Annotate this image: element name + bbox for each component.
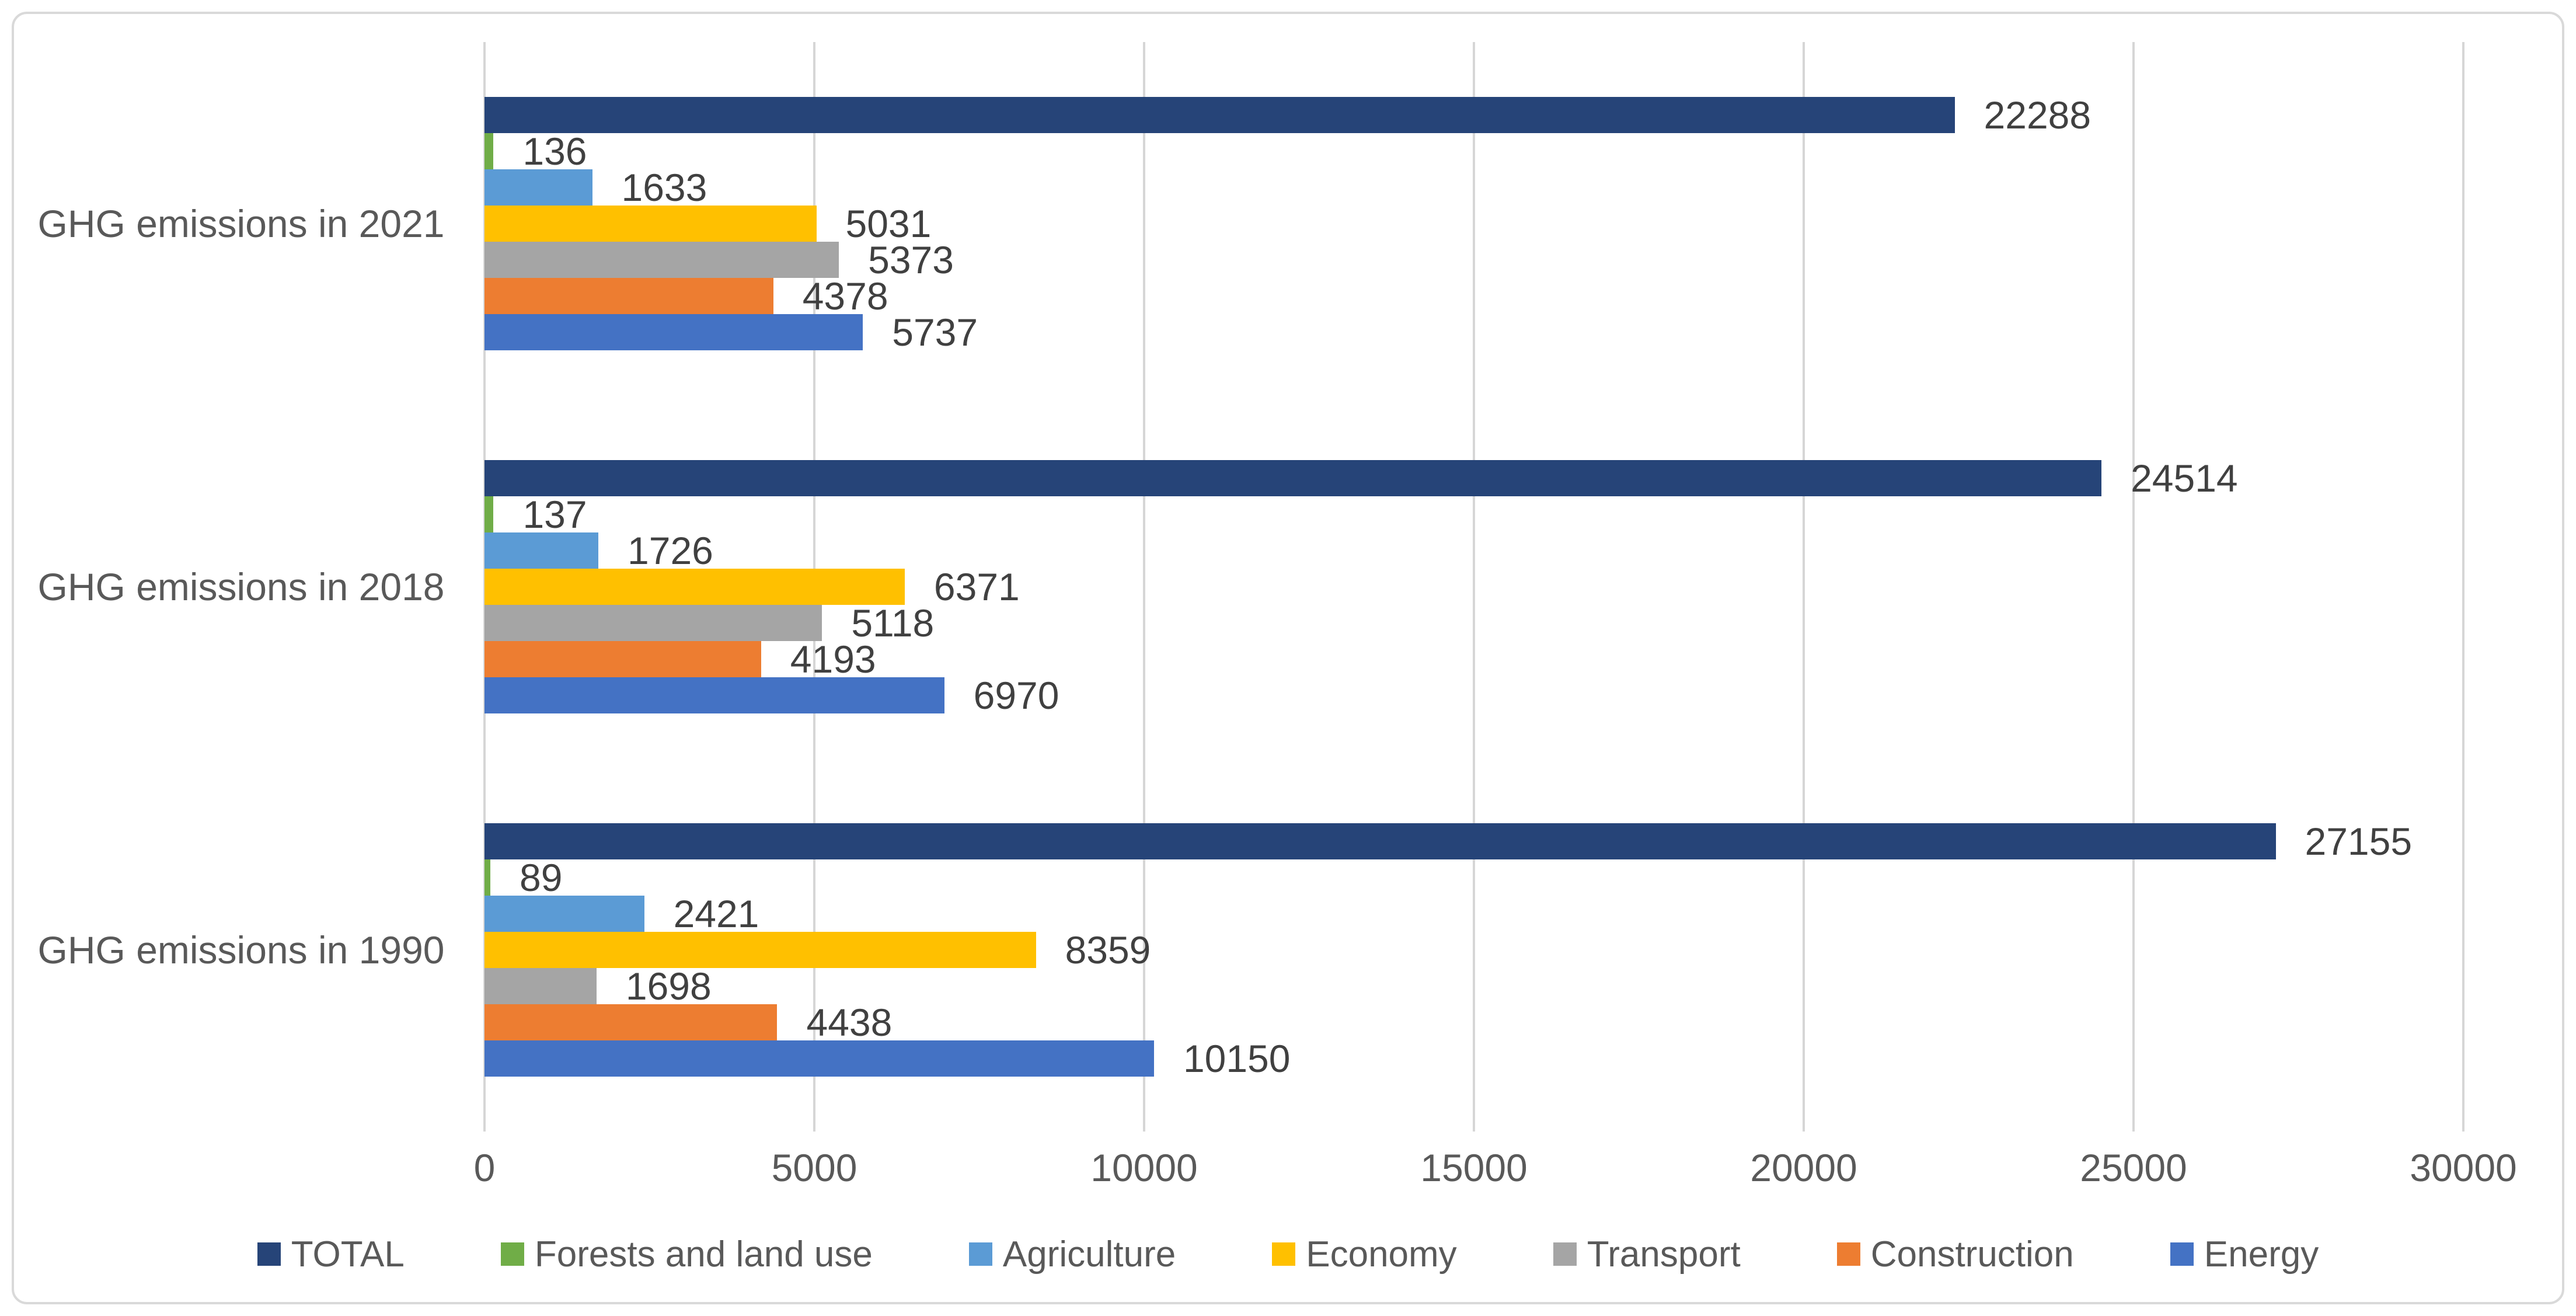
bar-agriculture-ghg-emissions-in-2018 — [484, 532, 599, 569]
bar-value-label: 137 — [522, 493, 587, 536]
bar-forests-and-land-use-ghg-emissions-in-1990 — [484, 859, 491, 896]
legend-swatch-forests-and-land-use — [500, 1242, 524, 1266]
gridline — [1143, 42, 1145, 1132]
legend-item-forests-and-land-use: Forests and land use — [500, 1234, 873, 1275]
bar-value-label: 1698 — [625, 965, 712, 1008]
bar-economy-ghg-emissions-in-2018 — [484, 569, 905, 605]
legend-item-total: TOTAL — [257, 1234, 405, 1275]
bar-value-label: 5031 — [845, 202, 932, 245]
gridline — [1803, 42, 1805, 1132]
category-label-ghg-emissions-in-2021: GHG emissions in 2021 — [37, 202, 445, 245]
legend-item-economy: Economy — [1272, 1234, 1457, 1275]
bar-value-label: 136 — [522, 130, 587, 173]
bar-construction-ghg-emissions-in-2018 — [484, 641, 761, 677]
category-label-ghg-emissions-in-1990: GHG emissions in 1990 — [37, 928, 445, 972]
bar-value-label: 10150 — [1183, 1037, 1291, 1080]
legend-swatch-transport — [1553, 1242, 1577, 1266]
legend-swatch-economy — [1272, 1242, 1296, 1266]
bar-economy-ghg-emissions-in-2021 — [484, 206, 817, 242]
gridline — [2132, 42, 2135, 1132]
legend-label: Energy — [2204, 1234, 2319, 1275]
bar-value-label: 4378 — [802, 274, 888, 318]
legend-swatch-total — [257, 1242, 281, 1266]
category-label-ghg-emissions-in-2018: GHG emissions in 2018 — [37, 565, 445, 608]
bar-forests-and-land-use-ghg-emissions-in-2021 — [484, 133, 494, 169]
legend-swatch-construction — [1836, 1242, 1860, 1266]
x-tick-label: 5000 — [771, 1146, 857, 1189]
bar-total-ghg-emissions-in-2021 — [484, 97, 1955, 133]
bar-value-label: 27155 — [2305, 820, 2413, 863]
bar-value-label: 5373 — [868, 238, 954, 281]
legend-label: Economy — [1306, 1234, 1457, 1275]
bar-transport-ghg-emissions-in-1990 — [484, 968, 597, 1004]
legend-swatch-energy — [2170, 1242, 2194, 1266]
bar-forests-and-land-use-ghg-emissions-in-2018 — [484, 496, 494, 532]
bar-total-ghg-emissions-in-2018 — [484, 460, 2102, 496]
bar-total-ghg-emissions-in-1990 — [484, 823, 2276, 859]
bar-agriculture-ghg-emissions-in-2021 — [484, 169, 592, 206]
bar-value-label: 8359 — [1065, 928, 1151, 972]
bar-transport-ghg-emissions-in-2021 — [484, 242, 839, 278]
bar-construction-ghg-emissions-in-1990 — [484, 1004, 778, 1040]
legend-label: Transport — [1587, 1234, 1741, 1275]
legend-label: Agriculture — [1002, 1234, 1176, 1275]
x-tick-label: 0 — [473, 1146, 496, 1189]
legend-label: Forests and land use — [534, 1234, 873, 1275]
bar-value-label: 4193 — [790, 638, 876, 681]
legend-swatch-agriculture — [968, 1242, 992, 1266]
x-tick-label: 15000 — [1420, 1146, 1528, 1189]
bar-value-label: 5118 — [851, 601, 935, 645]
legend-item-energy: Energy — [2170, 1234, 2319, 1275]
bar-value-label: 4438 — [806, 1001, 893, 1044]
gridline — [1473, 42, 1475, 1132]
bar-economy-ghg-emissions-in-1990 — [484, 932, 1036, 968]
bar-value-label: 6371 — [933, 565, 1020, 608]
chart-frame — [12, 12, 2564, 1304]
legend: TOTAL Forests and land use Agriculture Econ… — [0, 1219, 2576, 1289]
bar-value-label: 5737 — [892, 311, 978, 354]
bar-construction-ghg-emissions-in-2021 — [484, 278, 773, 314]
bar-value-label: 1633 — [621, 166, 707, 209]
x-tick-label: 25000 — [2080, 1146, 2187, 1189]
x-tick-label: 10000 — [1090, 1146, 1198, 1189]
bar-value-label: 22288 — [1984, 93, 2092, 137]
x-tick-label: 30000 — [2410, 1146, 2517, 1189]
bar-value-label: 6970 — [973, 674, 1059, 717]
bar-energy-ghg-emissions-in-2021 — [484, 314, 863, 350]
bar-energy-ghg-emissions-in-1990 — [484, 1040, 1154, 1077]
legend-label: TOTAL — [291, 1234, 405, 1275]
bar-value-label: 2421 — [673, 892, 759, 935]
gridline — [2462, 42, 2465, 1132]
bar-value-label: 89 — [520, 856, 563, 899]
legend-item-agriculture: Agriculture — [968, 1234, 1176, 1275]
x-tick-label: 20000 — [1750, 1146, 1857, 1189]
legend-label: Construction — [1870, 1234, 2074, 1275]
bar-energy-ghg-emissions-in-2018 — [484, 677, 944, 713]
legend-item-transport: Transport — [1553, 1234, 1741, 1275]
bar-value-label: 1726 — [628, 529, 713, 572]
bar-transport-ghg-emissions-in-2018 — [484, 605, 822, 641]
legend-item-construction: Construction — [1836, 1234, 2074, 1275]
bar-value-label: 24514 — [2131, 457, 2238, 500]
bar-agriculture-ghg-emissions-in-1990 — [484, 896, 644, 932]
